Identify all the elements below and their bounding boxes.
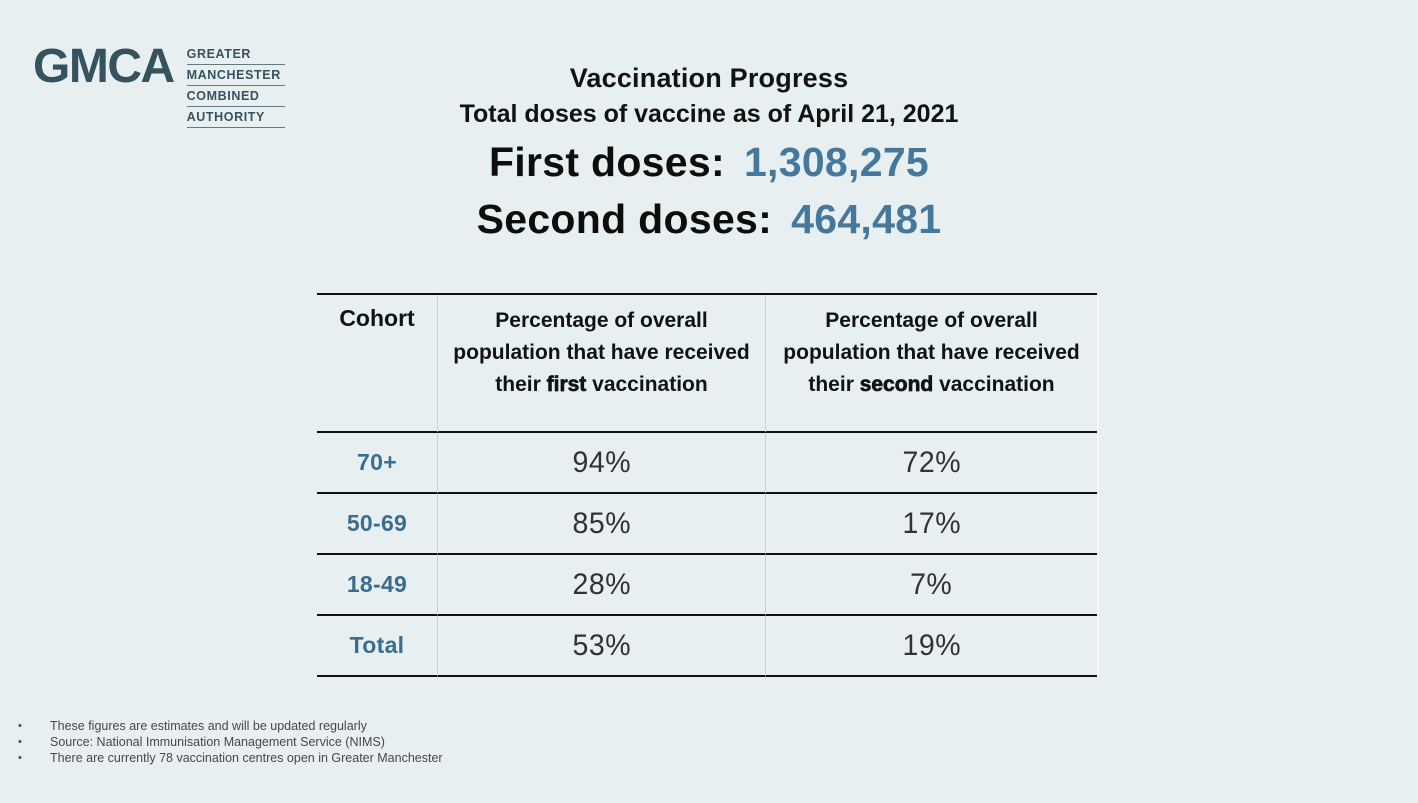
header-first-emphasis: first: [546, 373, 587, 397]
second-doses-line: Second doses: 464,481: [0, 196, 1418, 243]
header-first-prefix: Percentage of overall population that ha…: [453, 309, 750, 396]
table-row-18-49-first-pct: 28%: [437, 555, 765, 616]
first-doses-value: 1,308,275: [743, 139, 930, 185]
logo-line-greater: GREATER: [186, 47, 285, 65]
gmca-logo: GMCA GREATER MANCHESTER COMBINED AUTHORI…: [33, 40, 285, 131]
header-first-suffix: vaccination: [586, 373, 708, 396]
logo-line-combined: COMBINED: [186, 89, 285, 107]
vaccination-table: Cohort Percentage of overall population …: [317, 293, 1097, 677]
page-subtitle: Total doses of vaccine as of April 21, 2…: [459, 100, 959, 128]
bullet-icon: •: [18, 752, 22, 764]
header-second-prefix: Percentage of overall population that ha…: [783, 309, 1080, 396]
footnote-source: • Source: National Immunisation Manageme…: [18, 735, 385, 749]
logo-line-manchester: MANCHESTER: [186, 68, 285, 86]
bullet-icon: •: [18, 720, 22, 732]
gmca-wordmark: GMCA: [33, 40, 175, 93]
first-doses-line: First doses: 1,308,275: [0, 139, 1418, 186]
second-doses-label: Second doses:: [476, 196, 773, 243]
table-row-70plus-cohort: 70+: [317, 433, 437, 494]
header-second-suffix: vaccination: [933, 373, 1055, 396]
table-row-total-second-pct: 19%: [765, 616, 1097, 677]
footnotes: • These figures are estimates and will b…: [18, 718, 443, 766]
table-row-18-49-cohort: 18-49: [317, 555, 437, 616]
header-second-emphasis: second: [859, 373, 934, 397]
table-row-50-69-cohort: 50-69: [317, 494, 437, 555]
table-row-50-69-second-pct: 17%: [765, 494, 1097, 555]
footnote-centres: • There are currently 78 vaccination cen…: [18, 751, 443, 765]
second-doses-value: 464,481: [791, 196, 942, 243]
table-row-total-cohort: Total: [317, 616, 437, 677]
table-row-50-69-first-pct: 85%: [437, 494, 765, 555]
table-header-second-vaccination: Percentage of overall population that ha…: [765, 295, 1097, 433]
page-title: Vaccination Progress: [569, 63, 849, 93]
table-row-70plus-first-pct: 94%: [437, 433, 765, 494]
first-doses-label: First doses:: [488, 139, 725, 185]
table-row-18-49-second-pct: 7%: [765, 555, 1097, 616]
table-row-70plus-second-pct: 72%: [765, 433, 1097, 494]
table-row-total-first-pct: 53%: [437, 616, 765, 677]
table-header-cohort: Cohort: [317, 295, 437, 433]
footnote-estimates: • These figures are estimates and will b…: [18, 719, 367, 733]
bullet-icon: •: [18, 736, 22, 748]
table-header-first-vaccination: Percentage of overall population that ha…: [437, 295, 765, 433]
gmca-logo-text: GREATER MANCHESTER COMBINED AUTHORITY: [186, 44, 285, 131]
logo-line-authority: AUTHORITY: [186, 110, 285, 128]
headline-block: Vaccination Progress Total doses of vacc…: [0, 63, 1418, 243]
